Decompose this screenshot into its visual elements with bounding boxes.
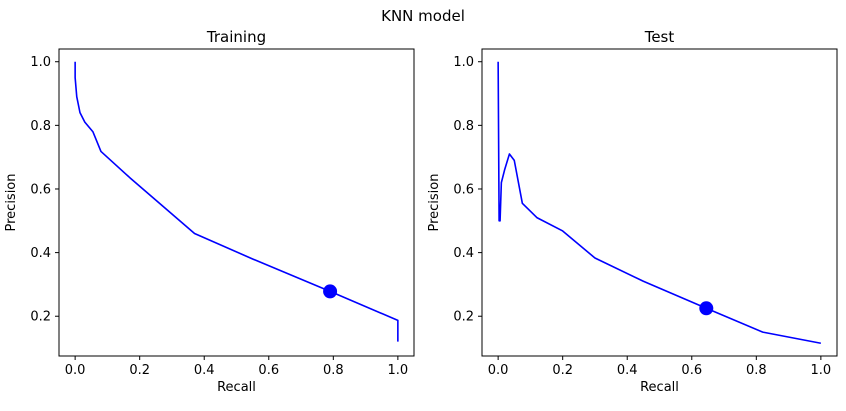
test-x-tick-label: 0.6 — [681, 363, 702, 378]
test-x-tick-label: 1.0 — [811, 363, 832, 378]
test-threshold-marker — [699, 301, 714, 316]
test-x-axis-label: Recall — [640, 380, 679, 395]
test-axes-frame — [481, 48, 838, 357]
training-pr-curve-line — [74, 61, 399, 342]
training-x-tick-label: 0.4 — [194, 363, 215, 378]
test-pr-curve-line — [497, 61, 822, 345]
training-x-axis-label: Recall — [217, 380, 256, 395]
training-x-tick-label: 0.8 — [323, 363, 344, 378]
training-title: Training — [206, 28, 266, 46]
training-y-tick-label: 0.6 — [30, 182, 51, 197]
training-y-tick-label: 0.4 — [30, 246, 51, 261]
training-panel: Training 0.0 0.2 0.4 0.6 0.8 1.0 0.2 0.4 0.6 0.8 1.… — [4, 28, 415, 395]
training-x-tick-label: 1.0 — [388, 363, 409, 378]
test-x-tick-label: 0.4 — [617, 363, 638, 378]
figure-suptitle: KNN model — [381, 7, 465, 25]
training-x-tick-label: 0.0 — [65, 363, 86, 378]
test-x-tick-label: 0.0 — [488, 363, 509, 378]
training-y-tick-label: 0.2 — [30, 310, 51, 325]
test-title: Test — [644, 28, 675, 46]
test-y-tick-label: 0.6 — [453, 182, 474, 197]
test-y-tick-label: 1.0 — [453, 55, 474, 70]
training-axes-frame — [58, 48, 415, 357]
training-threshold-marker — [323, 284, 338, 299]
test-x-tick-label: 0.8 — [746, 363, 767, 378]
test-y-tick-label: 0.8 — [453, 119, 474, 134]
training-x-tick-label: 0.6 — [258, 363, 279, 378]
test-y-tick-label: 0.4 — [453, 246, 474, 261]
training-y-tick-label: 0.8 — [30, 119, 51, 134]
test-y-tick-label: 0.2 — [453, 310, 474, 325]
training-y-axis-label: Precision — [4, 173, 19, 231]
test-panel: Test 0.0 0.2 0.4 0.6 0.8 1.0 0.2 0.4 0.6 0.8 1.0 Rec… — [427, 28, 838, 395]
training-x-tick-label: 0.2 — [129, 363, 150, 378]
training-y-tick-label: 1.0 — [30, 55, 51, 70]
test-y-axis-label: Precision — [427, 173, 442, 231]
test-x-tick-label: 0.2 — [552, 363, 573, 378]
